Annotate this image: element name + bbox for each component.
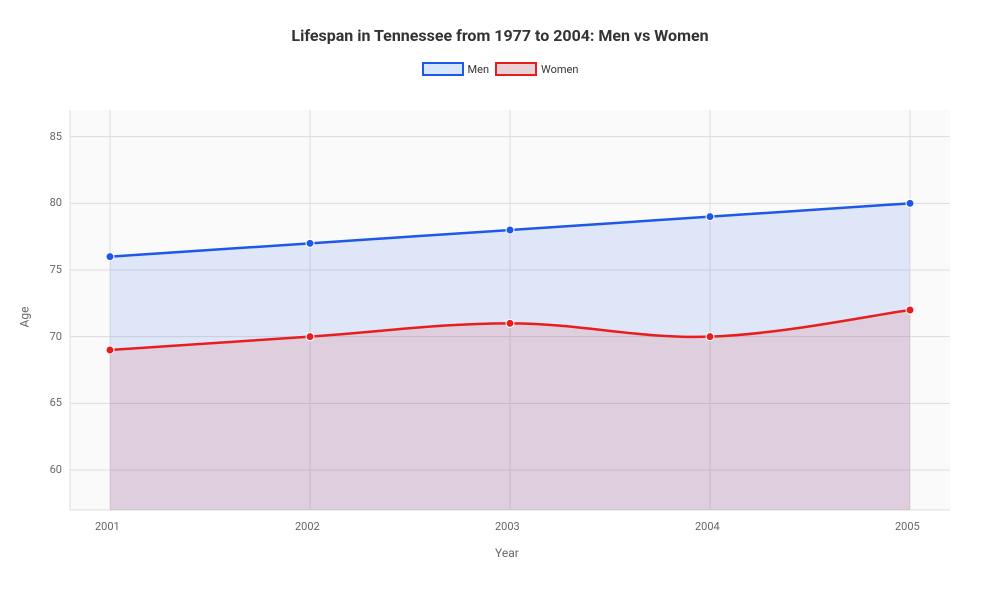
y-tick-label: 70 [50, 330, 62, 343]
x-tick-label: 2004 [695, 520, 720, 533]
plot-area [0, 0, 1000, 600]
y-axis-title: Age [17, 307, 31, 328]
x-axis-title: Year [495, 546, 519, 560]
y-tick-label: 60 [50, 463, 62, 476]
y-tick-label: 75 [50, 263, 62, 276]
chart-container: Lifespan in Tennessee from 1977 to 2004:… [0, 0, 1000, 600]
x-tick-label: 2002 [295, 520, 320, 533]
x-tick-label: 2005 [895, 520, 920, 533]
y-tick-label: 65 [50, 396, 62, 409]
y-tick-label: 85 [50, 130, 62, 143]
x-tick-label: 2003 [495, 520, 520, 533]
y-tick-label: 80 [50, 196, 62, 209]
x-tick-label: 2001 [95, 520, 120, 533]
